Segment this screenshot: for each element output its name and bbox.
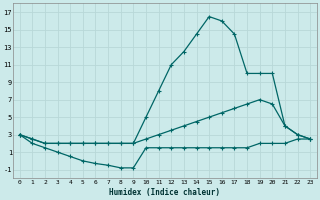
X-axis label: Humidex (Indice chaleur): Humidex (Indice chaleur) <box>109 188 220 197</box>
